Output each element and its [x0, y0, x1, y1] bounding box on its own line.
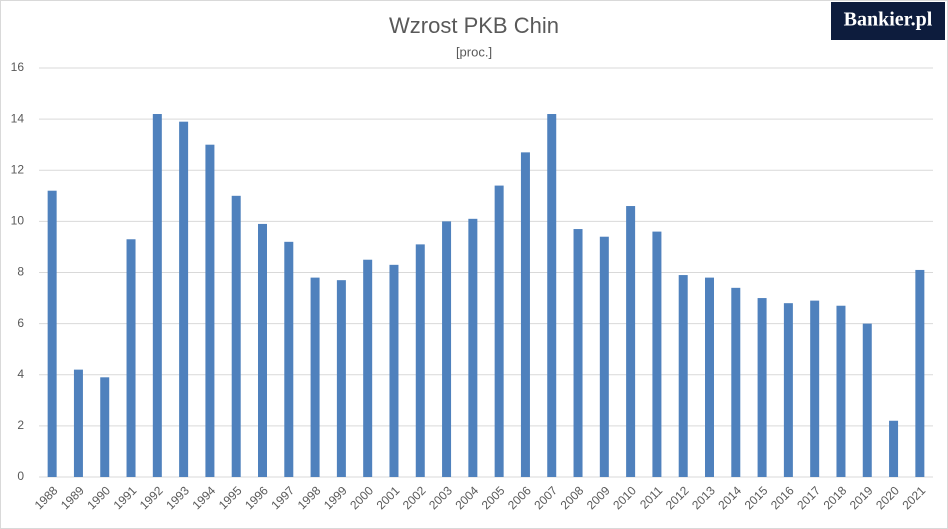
y-tick-label: 10: [11, 214, 25, 228]
bar: [231, 195, 241, 477]
y-tick-label: 8: [17, 265, 24, 279]
bar: [258, 223, 267, 477]
bar: [284, 241, 294, 477]
y-tick-label: 12: [11, 162, 25, 176]
bar: [126, 239, 136, 477]
bar: [73, 369, 83, 477]
bar: [810, 300, 820, 477]
bar: [442, 221, 452, 477]
y-tick-label: 14: [11, 111, 25, 125]
y-tick-label: 0: [17, 469, 24, 483]
bar: [520, 152, 530, 477]
bar: [100, 377, 110, 477]
chart-title: Wzrost PKB Chin: [389, 13, 559, 38]
bar: [205, 144, 215, 477]
y-tick-label: 4: [17, 367, 24, 381]
bar: [547, 114, 557, 477]
bar: [757, 298, 767, 477]
bar: [389, 264, 399, 477]
y-tick-label: 6: [17, 316, 24, 330]
y-tick-label: 2: [17, 418, 24, 432]
bar: [336, 280, 346, 477]
bar: [862, 323, 872, 477]
bar: [415, 244, 425, 477]
y-tick-label: 16: [11, 60, 25, 74]
bar: [783, 303, 793, 477]
logo-box: [831, 2, 945, 40]
chart-subtitle: [proc.]: [456, 44, 492, 59]
bar: [599, 236, 609, 477]
bar: [310, 277, 320, 477]
bar: [915, 269, 925, 477]
bar: [652, 231, 662, 477]
bar: [705, 277, 714, 477]
bar: [179, 121, 189, 478]
bar: [363, 259, 373, 477]
bar: [152, 114, 162, 477]
bar: [468, 218, 478, 477]
bar: [573, 229, 583, 477]
logo: Bankier.pl: [844, 9, 933, 31]
bar: [731, 287, 741, 477]
bar: [836, 305, 846, 477]
bar: [494, 185, 504, 477]
bar: [626, 206, 636, 477]
bar: [678, 275, 688, 477]
bar: [889, 420, 899, 477]
bar: [47, 190, 57, 477]
